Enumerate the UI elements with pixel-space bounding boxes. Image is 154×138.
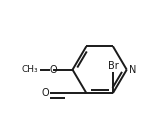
Text: N: N: [129, 65, 136, 75]
Text: O: O: [42, 88, 49, 98]
Text: O: O: [50, 65, 57, 75]
Text: Br: Br: [107, 61, 118, 71]
Text: CH₃: CH₃: [22, 65, 38, 74]
